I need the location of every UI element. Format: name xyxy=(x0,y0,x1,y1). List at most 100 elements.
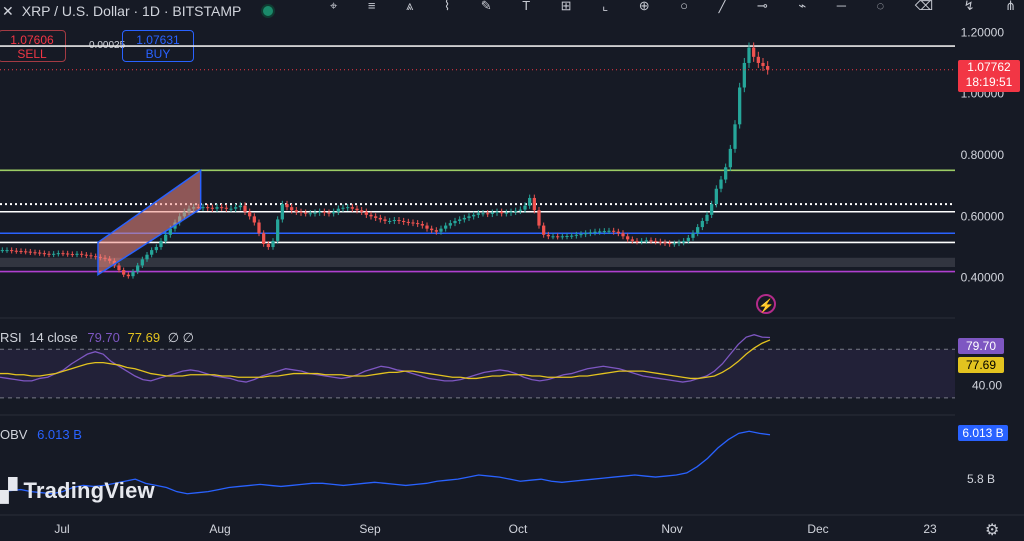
candle-body xyxy=(584,233,588,235)
candle-body xyxy=(313,212,317,214)
candle-body xyxy=(570,235,574,237)
candle-body xyxy=(229,208,233,210)
time-axis-label: Aug xyxy=(209,522,230,536)
candle-body xyxy=(420,224,424,226)
candle-body xyxy=(416,223,420,225)
gear-icon[interactable]: ⚙ xyxy=(985,522,1000,539)
candle-body xyxy=(654,240,658,242)
candle-body xyxy=(234,207,238,209)
trend-icon[interactable]: ╱ xyxy=(718,0,727,13)
candle-body xyxy=(66,253,70,255)
candle-body xyxy=(490,212,494,214)
time-axis-label: Oct xyxy=(509,522,528,536)
buy-label: BUY xyxy=(145,47,171,61)
measure-icon[interactable]: ⊞ xyxy=(560,0,572,13)
zoom-icon[interactable]: ⊕ xyxy=(638,0,650,13)
candle-body xyxy=(56,253,60,255)
candle-body xyxy=(649,240,653,242)
candle-body xyxy=(252,216,256,223)
candle-body xyxy=(486,213,490,215)
candle-body xyxy=(140,259,144,266)
candle-body xyxy=(761,62,765,67)
candle-body xyxy=(28,251,32,253)
time-axis-label: Dec xyxy=(807,522,828,536)
candle-body xyxy=(658,241,662,243)
zigzag-icon[interactable]: ↯ xyxy=(963,0,975,13)
candle-body xyxy=(327,212,331,214)
candle-body xyxy=(738,87,742,125)
candle-body xyxy=(467,216,471,218)
rising-channel-pattern xyxy=(97,168,202,277)
candle-body xyxy=(364,211,368,215)
candle-body xyxy=(154,247,158,251)
ruler-icon[interactable]: ⌞ xyxy=(602,0,609,13)
candle-body xyxy=(210,207,214,209)
candle-body xyxy=(700,220,704,228)
horizontal-line-icon[interactable]: ─ xyxy=(836,0,846,13)
pitchfork-icon[interactable]: ⋔ xyxy=(1005,0,1016,13)
candle-body xyxy=(710,204,714,215)
text-icon[interactable]: T xyxy=(522,0,531,13)
candle-body xyxy=(280,204,284,220)
candle-body xyxy=(588,232,592,234)
candle-body xyxy=(19,251,23,253)
candle-body xyxy=(542,225,546,235)
candle-body xyxy=(355,208,359,211)
obv-legend[interactable]: OBV 6.013 B xyxy=(0,427,82,442)
candle-body xyxy=(164,234,168,241)
magnet-icon[interactable]: ⊸ xyxy=(756,0,768,13)
candle-body xyxy=(341,207,345,209)
candle-body xyxy=(61,253,65,255)
circle-icon[interactable]: ◌ xyxy=(876,0,885,13)
candle-body xyxy=(672,243,676,245)
candle-body xyxy=(0,250,4,252)
ellipse-icon[interactable]: ○ xyxy=(680,0,689,13)
crosshair-icon[interactable]: ⌖ xyxy=(330,0,338,13)
candle-body xyxy=(322,211,326,213)
candle-body xyxy=(168,228,172,235)
candle-body xyxy=(388,220,392,222)
candle-body xyxy=(201,207,205,209)
market-status-icon xyxy=(261,4,276,18)
fib-icon[interactable]: ⌇ xyxy=(443,0,451,13)
candle-body xyxy=(122,270,126,275)
lines-icon[interactable]: ≡ xyxy=(367,0,376,13)
candle-body xyxy=(346,207,350,209)
rsi-label: RSI xyxy=(0,330,22,345)
candle-body xyxy=(126,274,130,277)
price-axis-label: 0.80000 xyxy=(961,148,1005,162)
candle-body xyxy=(682,240,686,243)
obv-line xyxy=(0,430,771,495)
candle-body xyxy=(374,216,378,218)
candle-body xyxy=(612,230,616,232)
candle-body xyxy=(332,211,336,214)
candle-body xyxy=(635,240,639,242)
candle-body xyxy=(10,250,14,252)
candle-body xyxy=(766,66,770,70)
brush-icon[interactable]: ✎ xyxy=(480,0,492,13)
candle-body xyxy=(290,207,294,211)
candle-body xyxy=(514,210,518,212)
trash-icon[interactable]: ⌫ xyxy=(914,0,934,13)
candle-body xyxy=(747,47,751,63)
candle-body xyxy=(430,228,434,231)
rsi-legend[interactable]: RSI 14 close 79.70 77.69 ∅ ∅ xyxy=(0,330,194,346)
pattern-icon[interactable]: ⩓ xyxy=(405,0,414,13)
candle-body xyxy=(691,233,695,238)
candle-body xyxy=(528,197,532,206)
candle-body xyxy=(444,225,448,229)
candle-body xyxy=(728,148,732,168)
candle-body xyxy=(75,253,79,255)
candle-body xyxy=(462,217,466,220)
candle-body xyxy=(266,243,270,248)
symbol-title[interactable]: XRP / U.S. Dollar · 1D · BITSTAMP xyxy=(21,3,242,19)
candle-body xyxy=(556,236,560,238)
path-icon[interactable]: ⌁ xyxy=(798,0,807,13)
candle-body xyxy=(724,167,728,180)
close-icon[interactable]: ✕ xyxy=(2,2,14,19)
tradingview-watermark: ▞ TradingView xyxy=(0,478,155,503)
candle-body xyxy=(630,239,634,241)
flash-icon[interactable]: ⚡ xyxy=(756,294,776,314)
candle-body xyxy=(677,242,681,244)
